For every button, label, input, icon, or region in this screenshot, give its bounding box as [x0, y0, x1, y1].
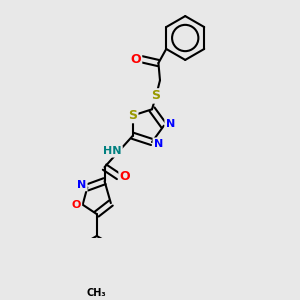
Text: O: O: [130, 52, 141, 66]
Text: O: O: [120, 170, 130, 183]
Text: N: N: [77, 180, 86, 190]
Text: CH₃: CH₃: [87, 288, 106, 298]
Text: O: O: [72, 200, 81, 210]
Text: N: N: [166, 119, 175, 129]
Text: HN: HN: [103, 146, 122, 156]
Text: N: N: [154, 139, 163, 148]
Text: S: S: [128, 109, 137, 122]
Text: S: S: [152, 89, 160, 102]
